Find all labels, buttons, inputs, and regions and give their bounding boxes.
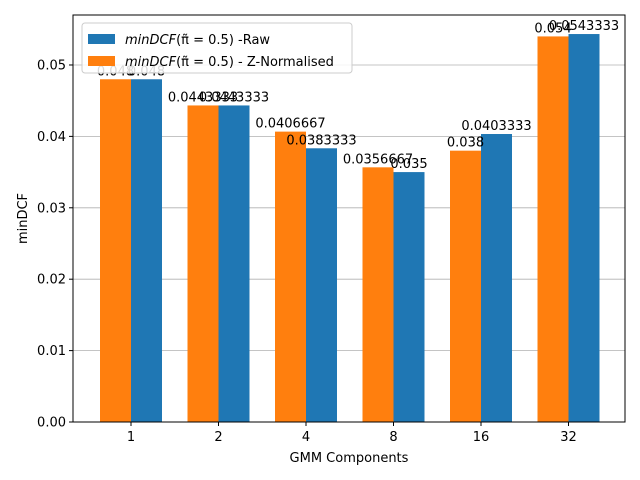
data-label: 0.0356667 bbox=[343, 152, 413, 167]
legend-label-rest: (π̃ = 0.5) - Z-Normalised bbox=[176, 55, 334, 70]
x-tick-label: 8 bbox=[389, 430, 397, 445]
bar bbox=[187, 105, 219, 423]
data-label: 0.0443333 bbox=[168, 90, 238, 105]
data-label: 0.0406667 bbox=[255, 117, 325, 132]
y-tick-label: 0.02 bbox=[37, 273, 66, 288]
data-label: 0.054 bbox=[534, 21, 571, 36]
y-tick-label: 0.03 bbox=[37, 201, 66, 216]
bar bbox=[450, 150, 481, 422]
axes: 0.00 0.01 0.02 0.03 0.04 0.05 1 2 4 8 16 32 GMM Comp… bbox=[16, 14, 626, 466]
bars bbox=[100, 34, 600, 423]
data-label: 0.0443333 bbox=[199, 90, 269, 105]
data-label: 0.035 bbox=[390, 157, 427, 172]
legend-swatch bbox=[88, 34, 115, 44]
data-label: 0.0383333 bbox=[286, 133, 356, 148]
data-label: 0.0403333 bbox=[461, 119, 531, 134]
x-tick-label: 4 bbox=[302, 430, 310, 445]
bar bbox=[537, 36, 569, 422]
bar bbox=[393, 172, 425, 422]
legend-label-rest: (π̃ = 0.5) -Raw bbox=[176, 33, 270, 48]
plot-frame bbox=[72, 14, 626, 423]
legend-box bbox=[81, 22, 353, 74]
bar bbox=[131, 79, 162, 423]
legend-label: minDCF(π̃ = 0.5) - Z-Normalised bbox=[125, 55, 334, 70]
legend-label: minDCF(π̃ = 0.5) -Raw bbox=[125, 33, 270, 48]
x-tick-label: 1 bbox=[127, 430, 135, 445]
x-tick-label: 2 bbox=[214, 430, 222, 445]
y-tick-label: 0.04 bbox=[37, 130, 66, 145]
bar bbox=[568, 34, 600, 423]
bar bbox=[306, 148, 337, 422]
bar bbox=[481, 134, 512, 422]
x-axis-label: GMM Components bbox=[290, 451, 409, 466]
legend-label-italic: minDCF bbox=[125, 55, 177, 70]
legend-label-italic: minDCF bbox=[125, 33, 177, 48]
legend-swatch bbox=[88, 56, 115, 66]
bar bbox=[275, 131, 306, 422]
y-axis-label: minDCF bbox=[16, 193, 31, 244]
y-tick-label: 0.05 bbox=[37, 58, 66, 73]
x-tick-label: 16 bbox=[473, 430, 490, 445]
bar bbox=[362, 167, 394, 422]
bar bbox=[100, 79, 131, 423]
y-tick-label: 0.00 bbox=[37, 416, 66, 431]
data-label: 0.0543333 bbox=[549, 19, 619, 34]
bar bbox=[218, 105, 250, 423]
y-tick-label: 0.01 bbox=[37, 344, 66, 359]
data-label: 0.038 bbox=[447, 136, 484, 151]
x-tick-label: 32 bbox=[560, 430, 577, 445]
